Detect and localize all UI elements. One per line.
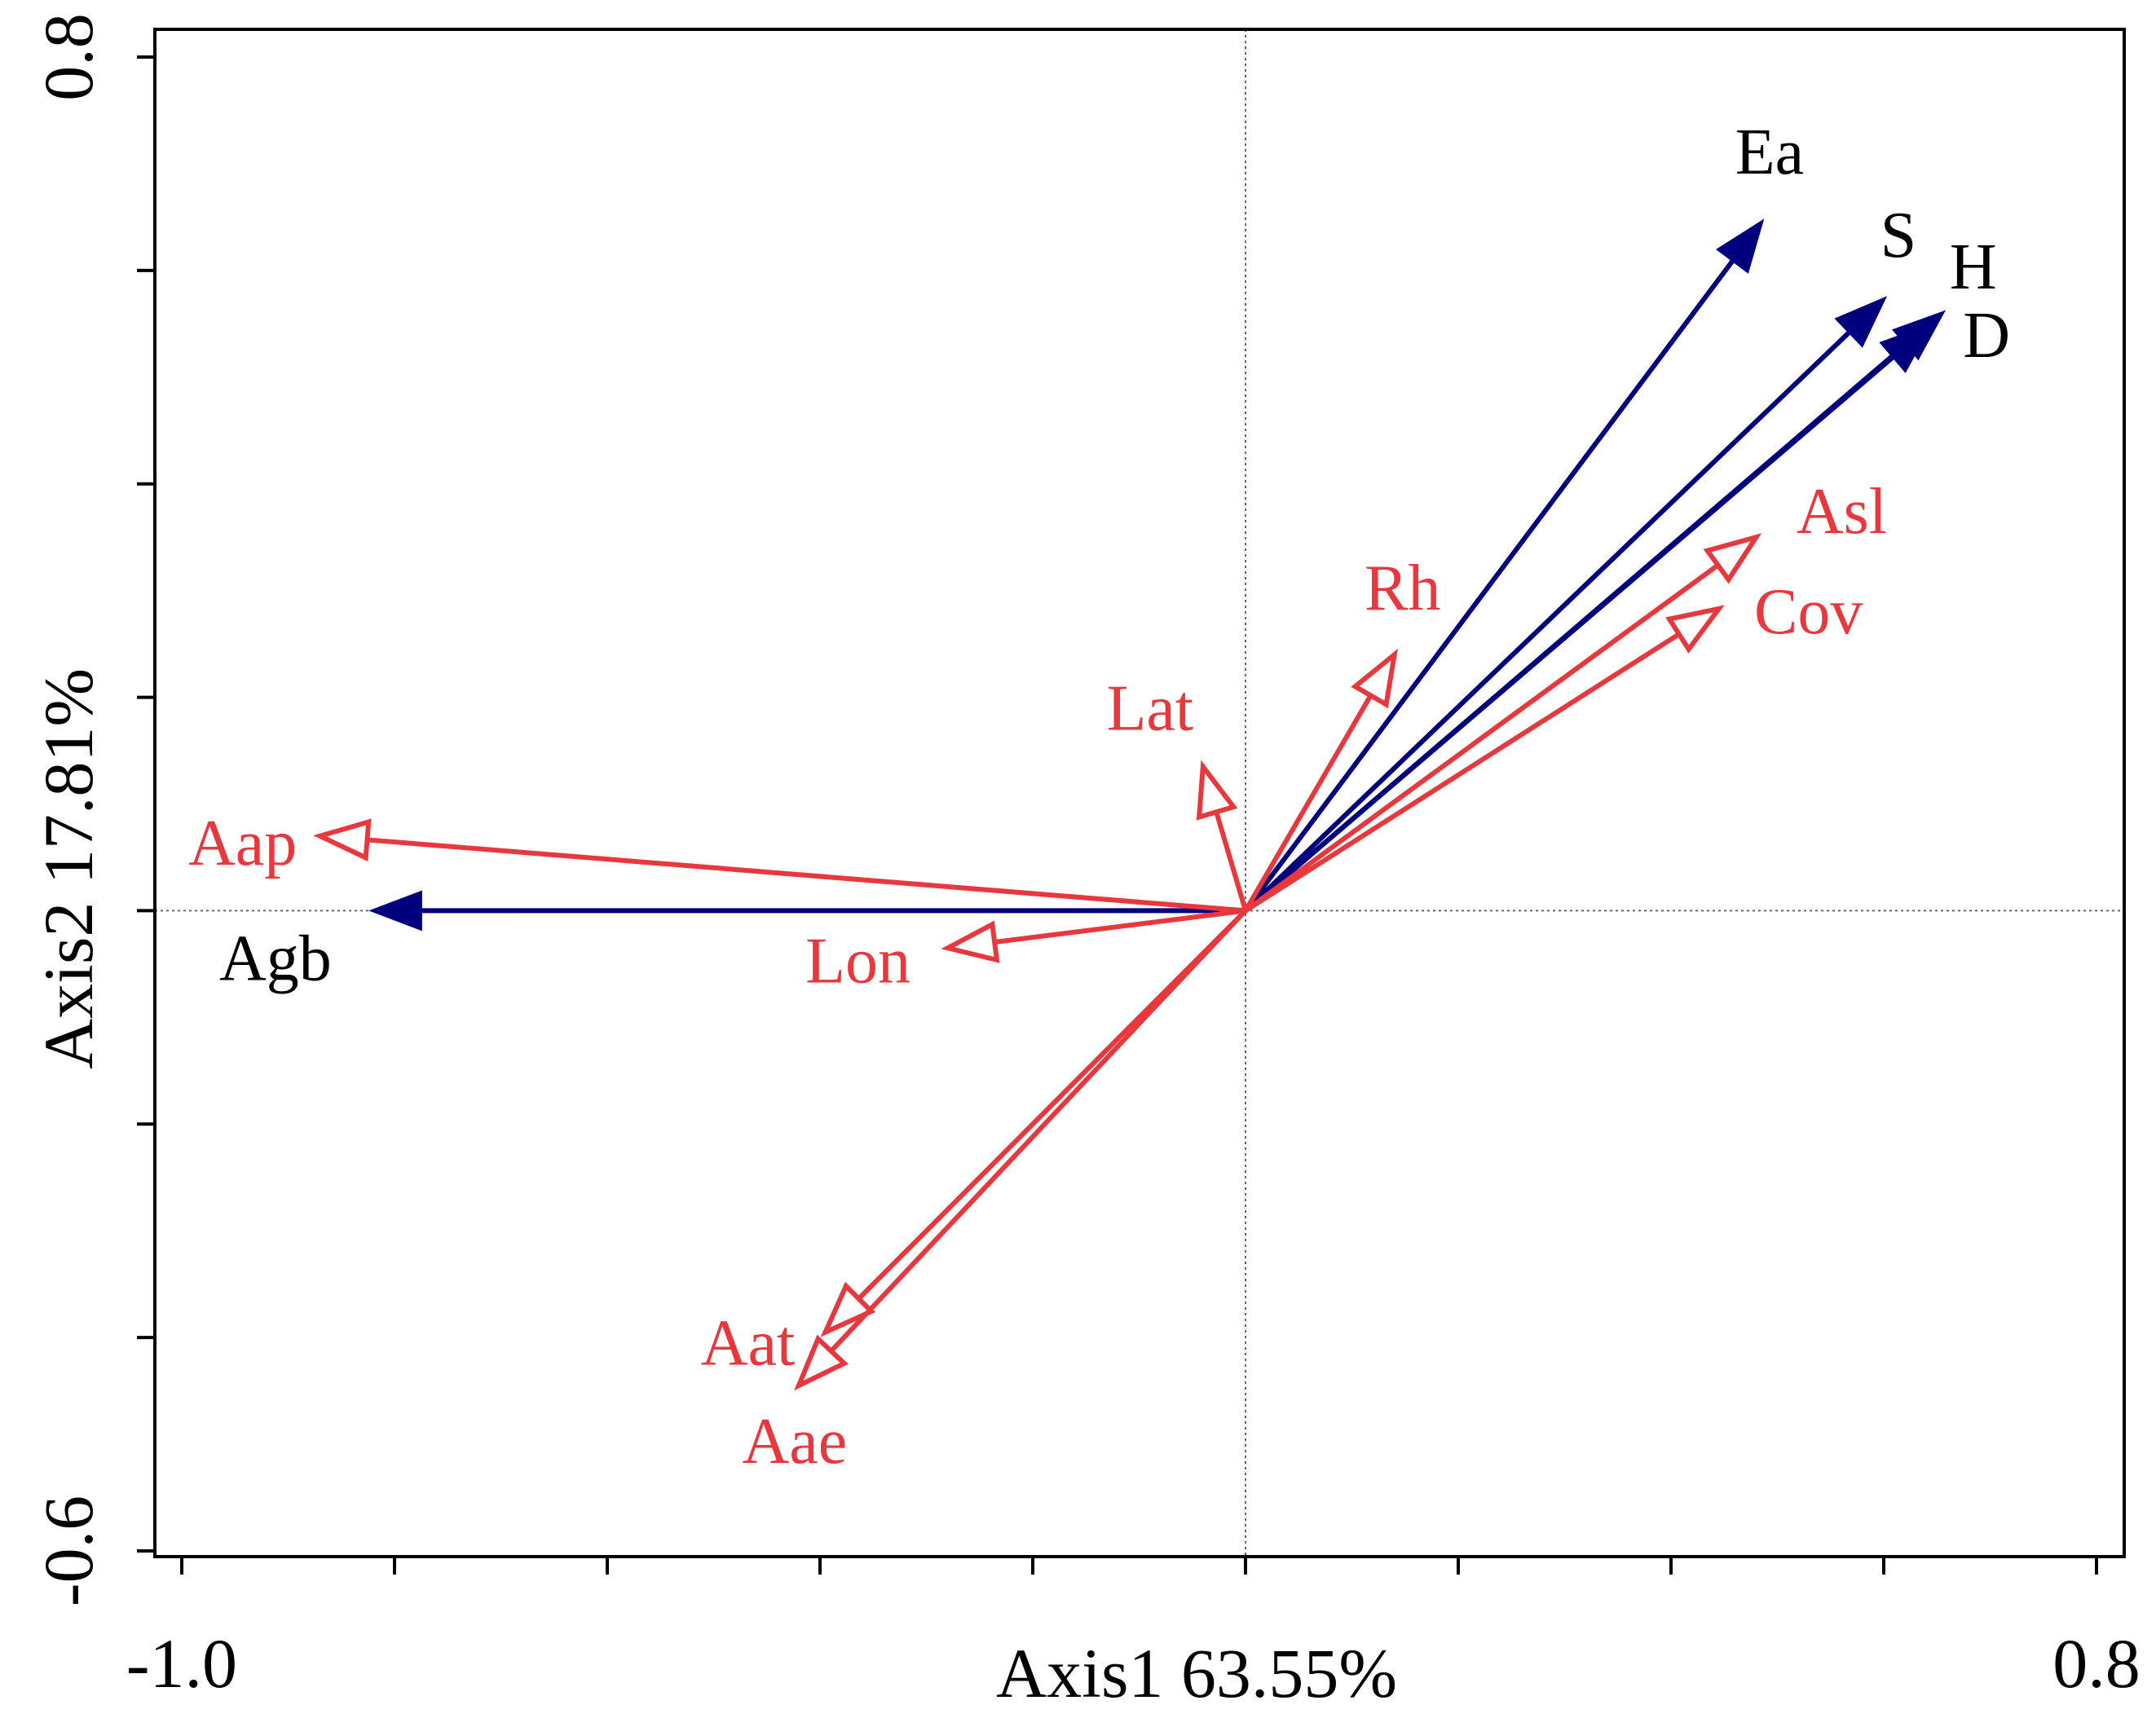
vector-lat-shaft bbox=[1214, 809, 1248, 914]
vector-aap-shaft bbox=[364, 837, 1248, 914]
vector-agb-head bbox=[368, 890, 422, 932]
vector-lon: Lon bbox=[805, 908, 1248, 997]
vector-aap: Aap bbox=[188, 808, 1248, 914]
vector-s-shaft bbox=[1243, 329, 1853, 914]
vector-cov-shaft bbox=[1243, 632, 1682, 914]
vector-aat-label: Aat bbox=[701, 1308, 796, 1380]
vector-ea-shaft bbox=[1243, 258, 1736, 914]
vector-aap-label: Aap bbox=[188, 808, 297, 879]
vector-lon-shaft bbox=[992, 908, 1248, 945]
vector-s-label: S bbox=[1880, 200, 1917, 271]
y-tick-label: -0.6 bbox=[29, 1496, 108, 1606]
vector-lat-head bbox=[1196, 760, 1238, 821]
vector-d-head bbox=[1879, 323, 1933, 373]
x-tick-label: 0.8 bbox=[2052, 1624, 2141, 1703]
plot-frame bbox=[153, 28, 2126, 1558]
vector-d-shaft bbox=[1243, 354, 1897, 914]
vector-s-head bbox=[1834, 296, 1888, 348]
vector-rh-label: Rh bbox=[1365, 553, 1440, 624]
vector-asl-shaft bbox=[1243, 562, 1721, 914]
vector-lat-label: Lat bbox=[1106, 673, 1193, 745]
vector-h-label: H bbox=[1950, 231, 1997, 303]
vector-rh: Rh bbox=[1243, 553, 1440, 914]
vector-lon-label: Lon bbox=[805, 925, 910, 997]
x-tick-label: -1.0 bbox=[126, 1624, 237, 1703]
vector-d: D bbox=[1243, 300, 2010, 914]
vector-asl-head bbox=[1703, 533, 1762, 584]
vector-ea-head bbox=[1716, 218, 1765, 274]
vector-cov-head bbox=[1665, 605, 1725, 654]
vector-aae-shaft bbox=[828, 908, 1248, 1354]
vector-aat-shaft bbox=[856, 908, 1248, 1302]
y-axis-title: Axis2 17.81% bbox=[29, 668, 108, 1069]
vector-ea-label: Ea bbox=[1735, 117, 1804, 188]
vector-aat: Aat bbox=[701, 908, 1248, 1380]
vector-agb-label: Agb bbox=[219, 923, 332, 994]
vector-agb: Agb bbox=[219, 890, 1248, 994]
y-tick-label: 0.8 bbox=[29, 13, 108, 101]
vector-rh-shaft bbox=[1243, 693, 1373, 914]
vector-cov-label: Cov bbox=[1754, 576, 1863, 648]
x-axis-title: Axis1 63.55% bbox=[996, 1634, 1397, 1712]
vector-aae: Aae bbox=[743, 908, 1248, 1478]
vector-s: S bbox=[1243, 200, 1917, 914]
vector-aae-label: Aae bbox=[743, 1406, 848, 1478]
vector-ea: Ea bbox=[1243, 117, 1804, 914]
vector-aat-head bbox=[820, 1281, 876, 1337]
vector-aae-head bbox=[794, 1334, 849, 1391]
vector-d-label: D bbox=[1963, 300, 2010, 372]
vector-lon-head bbox=[941, 920, 1000, 963]
vector-asl-label: Asl bbox=[1797, 476, 1887, 548]
vector-rh-head bbox=[1351, 648, 1398, 709]
vector-cov: Cov bbox=[1243, 576, 1863, 914]
vector-asl: Asl bbox=[1243, 476, 1887, 914]
vector-lat: Lat bbox=[1106, 673, 1248, 914]
vector-aap-head bbox=[313, 818, 372, 861]
